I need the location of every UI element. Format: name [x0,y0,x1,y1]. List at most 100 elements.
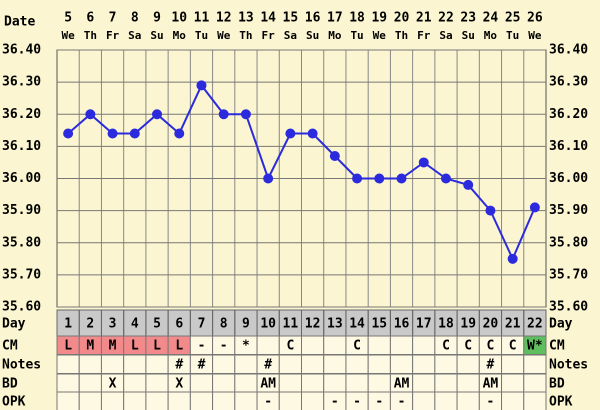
temperature-line [67,83,536,262]
day-number: 11 [283,317,299,332]
y-tick-label: 35.90 [549,203,588,218]
weekday: We [373,29,387,42]
row-label: BD [549,377,565,392]
table-cell [434,373,458,393]
day-number: 22 [527,317,543,332]
day-number: 18 [438,317,454,332]
weekday: Mo [173,29,187,42]
table-cell [278,391,303,410]
temperature-point [263,173,274,184]
date: 19 [371,11,387,26]
weekday: Sa [284,29,297,42]
row-label: CM [2,339,18,354]
y-tick-label: 36.40 [549,43,588,58]
temperature-point [129,128,140,139]
y-tick-label: 36.10 [2,139,41,154]
day-number: 3 [109,317,117,332]
table-cell [167,391,191,410]
cell-text: - [375,395,383,410]
cell-text: # [264,358,272,373]
table-cell [389,354,414,374]
table-cell [100,391,125,410]
day-number: 17 [416,317,432,332]
weekday: Tu [506,29,519,42]
table-cell [501,391,525,410]
date: 7 [109,11,117,26]
table-cell [523,373,547,393]
row-label: Day [2,317,26,332]
table-cell [189,373,214,393]
cell-text: - [398,395,406,410]
temperature-point [440,173,451,184]
y-tick-label: 35.90 [2,203,41,218]
day-number: 15 [371,317,387,332]
table-cell [212,391,236,410]
weekday: Sa [128,29,141,42]
cell-text: - [198,339,206,354]
cell-text: C [353,339,361,354]
cell-text: W* [527,339,543,354]
date: 9 [153,11,161,26]
cell-text: AM [483,377,499,392]
cell-text: C [509,339,517,354]
cell-text: M [109,339,117,354]
y-tick-label: 36.30 [549,75,588,90]
table-cell [412,391,436,410]
cell-text: - [487,395,495,410]
day-number: 8 [220,317,228,332]
day-number: 10 [260,317,276,332]
y-tick-label: 36.20 [2,107,41,122]
table-cell [301,391,325,410]
table-cell [301,354,325,374]
table-cell [501,373,525,393]
table-cell [145,354,169,374]
row-label: OPK [549,395,573,410]
cell-text: # [198,358,206,373]
row-label: BD [2,377,18,392]
day-number: 6 [175,317,183,332]
table-cell [523,354,547,374]
weekday: Fr [417,29,431,42]
temperature-point [107,128,118,139]
table-cell [434,391,458,410]
table-cell [234,354,258,374]
date: 14 [260,11,276,26]
weekday: Tu [350,29,363,42]
table-cell [256,335,280,355]
cell-text: X [109,377,117,392]
y-tick-label: 36.10 [549,139,588,154]
date: 18 [349,11,365,26]
date: 10 [171,11,187,26]
table-cell [123,373,147,393]
table-cell [412,373,436,393]
date: 6 [86,11,94,26]
cell-text: L [131,339,139,354]
day-number: 14 [349,317,365,332]
date: 8 [131,11,139,26]
date: 11 [194,11,210,26]
weekday: Mo [328,29,342,42]
table-cell [123,391,147,410]
table-cell [78,354,102,374]
weekday: Fr [106,29,120,42]
day-number: 5 [153,317,161,332]
table-cell [367,354,391,374]
table-cell [189,391,214,410]
table-cell [323,335,347,355]
temperature-point [196,80,207,91]
table-cell [78,373,102,393]
y-tick-label: 36.20 [549,107,588,122]
cell-text: - [220,339,228,354]
table-cell [456,373,480,393]
table-cell [278,354,303,374]
table-cell [323,354,347,374]
day-number: 2 [86,317,94,332]
weekday: Mo [484,29,498,42]
cell-text: - [353,395,361,410]
table-cell [278,373,303,393]
y-tick-label: 35.70 [2,267,41,282]
weekday: Tu [195,29,208,42]
row-label: Notes [549,358,588,373]
table-cell [389,335,414,355]
